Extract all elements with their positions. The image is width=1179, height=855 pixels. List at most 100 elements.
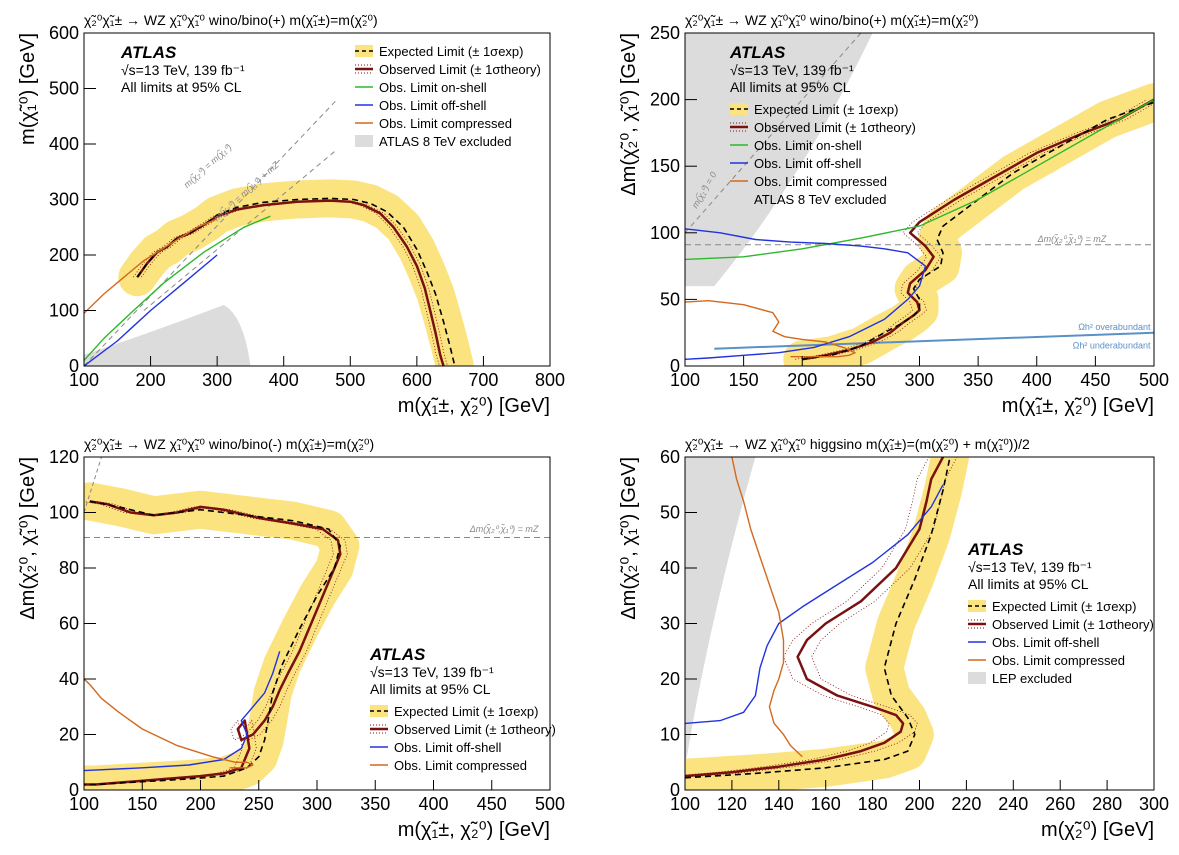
plot-area — [685, 457, 969, 790]
x-tick-label: 200 — [787, 370, 817, 390]
x-axis: 100 200 300 400 500 600 700 800 — [69, 356, 565, 390]
y-axis-label: Δm(χ̃₂⁰, χ̃₁⁰) [GeV] — [618, 457, 640, 620]
x-tick-label: 200 — [136, 370, 166, 390]
x-axis: 100 150 200 250 300 350 400 450 500 — [69, 780, 565, 814]
info-line: √s=13 TeV, 139 fb⁻¹ — [370, 664, 494, 680]
x-tick-label: 150 — [127, 794, 157, 814]
y-tick-label: 120 — [49, 447, 79, 467]
x-tick-label: 250 — [244, 794, 274, 814]
y-tick-label: 300 — [49, 190, 79, 210]
y-tick-label: 10 — [660, 725, 680, 745]
guide-line-mz — [143, 149, 338, 311]
legend-item-gray: ATLAS 8 TeV excluded — [730, 192, 887, 207]
y-axis-label: m(χ̃₁⁰) [GeV] — [17, 33, 39, 145]
annotation-kinematic: m(χ̃₂⁰) = m(χ̃₁⁰) — [181, 141, 233, 190]
x-tick-label: 500 — [335, 370, 365, 390]
x-tick-label: 160 — [811, 794, 841, 814]
x-tick-label: 280 — [1092, 794, 1122, 814]
y-tick-label: 600 — [49, 23, 79, 43]
y-axis: 0 50 100 150 200 250 — [650, 23, 697, 376]
legend-item-exp: Expected Limit (± 1σexp) — [968, 599, 1137, 614]
legend-item-off: Obs. Limit off-shell — [730, 156, 862, 171]
legend-label: Observed Limit (± 1σtheory) — [754, 120, 916, 135]
guide-line-kinematic — [84, 99, 338, 366]
x-tick-label: 100 — [670, 370, 700, 390]
x-tick-label: 300 — [904, 370, 934, 390]
legend-item-off: Obs. Limit off-shell — [968, 635, 1100, 650]
x-tick-label: 100 — [670, 794, 700, 814]
legend-item-gray: ATLAS 8 TeV excluded — [355, 134, 512, 149]
x-tick-label: 200 — [904, 794, 934, 814]
annotation-overabundant: Ωh² overabundant — [1078, 322, 1151, 332]
y-tick-label: 150 — [650, 156, 680, 176]
panel-2: 100 150 200 250 300 350 400 450 500 0 50 100 150 200 2… — [618, 12, 1169, 417]
series-expected-limit — [685, 457, 951, 779]
legend-swatch — [968, 672, 986, 684]
legend-label: Expected Limit (± 1σexp) — [394, 704, 539, 719]
y-tick-label: 100 — [49, 301, 79, 321]
legend-label: ATLAS 8 TeV excluded — [754, 192, 887, 207]
legend-swatch — [730, 193, 748, 205]
x-axis: 100 150 200 250 300 350 400 450 500 — [670, 356, 1169, 390]
plot-area — [84, 457, 550, 790]
legend-label: Expected Limit (± 1σexp) — [992, 599, 1137, 614]
legend-item-obs: Observed Limit (± 1σtheory) — [355, 62, 541, 77]
panel-3: 100 150 200 250 300 350 400 450 5000204060801001… — [17, 436, 565, 841]
series-expected-limit — [802, 101, 1154, 361]
y-tick-label: 40 — [660, 558, 680, 578]
y-tick-label: 0 — [670, 780, 680, 800]
y-tick-label: 200 — [650, 90, 680, 110]
legend-item-comp: Obs. Limit compressed — [370, 758, 527, 773]
x-tick-label: 120 — [717, 794, 747, 814]
legend-label: Observed Limit (± 1σtheory) — [394, 722, 556, 737]
x-tick-label: 260 — [1045, 794, 1075, 814]
info-line: All limits at 95% CL — [968, 576, 1089, 592]
legend-label: Obs. Limit on-shell — [379, 80, 487, 95]
x-tick-label: 400 — [418, 794, 448, 814]
panel-title: χ̃₂⁰χ̃₁± → WZ χ̃₁⁰χ̃₁⁰ wino/bino(+) m(χ̃… — [84, 12, 378, 28]
y-axis: 0 100 200 300 400 500 600 — [49, 23, 96, 376]
panel-1: 100 200 300 400 500 600 700 8000100200300400500… — [17, 12, 565, 417]
y-axis-label: Δm(χ̃₂⁰, χ̃₁⁰) [GeV] — [618, 33, 640, 196]
x-axis-label: m(χ̃₁±, χ̃₂⁰) [GeV] — [398, 395, 550, 417]
x-tick-label: 350 — [360, 794, 390, 814]
y-tick-label: 0 — [670, 356, 680, 376]
plot-area — [685, 33, 1154, 366]
atlas-label: ATLAS — [729, 43, 786, 62]
x-tick-label: 200 — [185, 794, 215, 814]
y-tick-label: 50 — [660, 503, 680, 523]
series-obs-limit-compressed — [84, 218, 218, 314]
x-tick-label: 450 — [477, 794, 507, 814]
y-tick-label: 40 — [59, 669, 79, 689]
x-tick-label: 140 — [764, 794, 794, 814]
annotation-mz: Δm(χ̃₂⁰,χ̃₁⁰) = mZ — [469, 523, 539, 534]
legend-item-off: Obs. Limit off-shell — [355, 98, 487, 113]
y-tick-label: 20 — [660, 669, 680, 689]
x-tick-label: 180 — [858, 794, 888, 814]
panel-title: χ̃₂⁰χ̃₁± → WZ χ̃₁⁰χ̃₁⁰ wino/bino(+) m(χ̃… — [685, 12, 979, 28]
legend-item-comp: Obs. Limit compressed — [730, 174, 887, 189]
legend-label: Obs. Limit off-shell — [379, 98, 487, 113]
legend-label: Obs. Limit compressed — [992, 653, 1125, 668]
x-tick-label: 150 — [729, 370, 759, 390]
series-obs-limit-off-shell — [685, 228, 927, 360]
y-tick-label: 100 — [49, 503, 79, 523]
legend-label: Obs. Limit on-shell — [754, 138, 862, 153]
y-axis-label: Δm(χ̃₂⁰, χ̃₁⁰) [GeV] — [17, 457, 39, 620]
legend-label: Obs. Limit compressed — [394, 758, 527, 773]
legend: Expected Limit (± 1σexp) Observed Limit (… — [370, 704, 556, 773]
series-observed-limit — [84, 500, 342, 786]
plot-area — [84, 99, 474, 366]
series-observed-limit — [802, 98, 1154, 361]
series-obs-limit-on-shell — [84, 215, 271, 361]
expected-band — [84, 482, 360, 790]
legend-label: ATLAS 8 TeV excluded — [379, 134, 512, 149]
x-tick-label: 500 — [1139, 370, 1169, 390]
info-line: √s=13 TeV, 139 fb⁻¹ — [968, 559, 1092, 575]
series-obs-limit-on-shell — [685, 98, 1154, 261]
y-tick-label: 50 — [660, 289, 680, 309]
legend-item-obs: Observed Limit (± 1σtheory) — [968, 617, 1154, 632]
y-tick-label: 200 — [49, 245, 79, 265]
legend-item-obs: Observed Limit (± 1σtheory) — [370, 722, 556, 737]
legend-item-on: Obs. Limit on-shell — [355, 80, 487, 95]
